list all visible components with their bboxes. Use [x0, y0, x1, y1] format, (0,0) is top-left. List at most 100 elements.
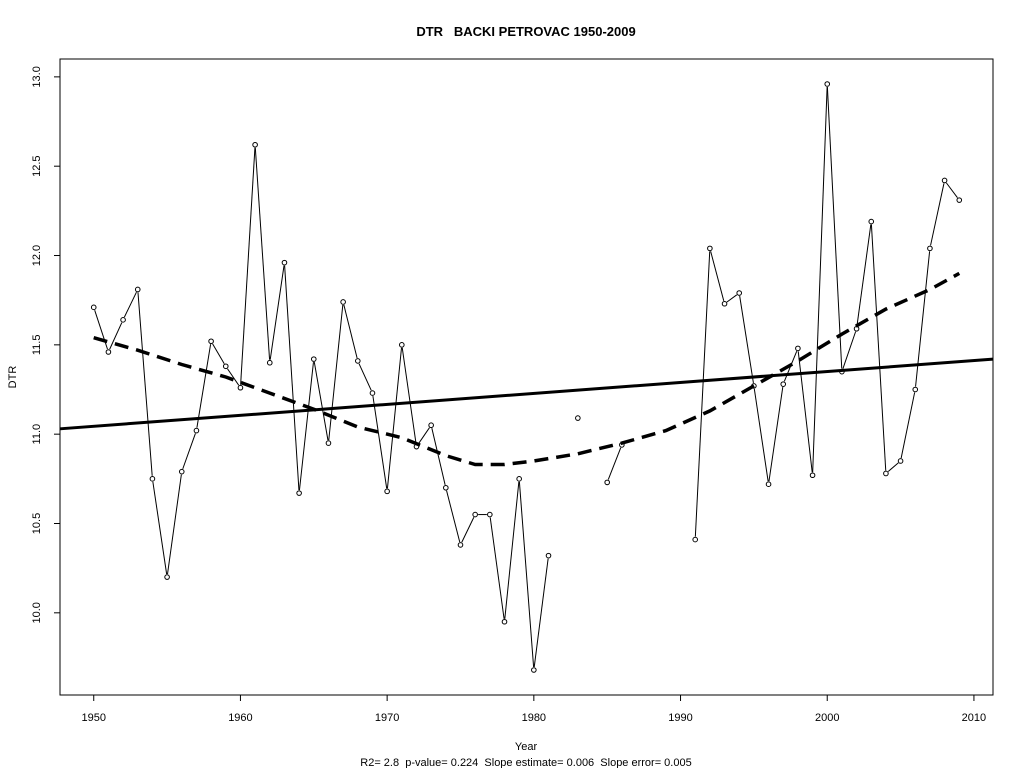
series-segment [358, 363, 372, 391]
data-point [457, 542, 464, 548]
data-point [531, 667, 537, 673]
data-point [369, 390, 376, 396]
x-tick-label: 2010 [962, 712, 986, 724]
data-point [281, 259, 288, 266]
series-segment [607, 447, 622, 480]
series-segment [446, 490, 461, 543]
data-point [956, 197, 963, 203]
data-point [164, 574, 170, 580]
data-point [707, 245, 713, 252]
data-point [443, 484, 449, 491]
series-segment [254, 147, 271, 360]
x-tick-label: 1990 [668, 712, 692, 724]
stats-footer: R2= 2.8 p-value= 0.224 Slope estimate= 0… [360, 757, 691, 768]
series-segment [386, 347, 403, 489]
data-point [487, 511, 493, 518]
series-segment [182, 433, 196, 470]
series-segment [431, 428, 446, 485]
y-tick-label: 12.0 [31, 245, 43, 266]
series-segment [227, 368, 240, 386]
series-segment [504, 481, 520, 619]
data-point [399, 342, 405, 348]
data-point [222, 363, 229, 370]
series-segment [489, 517, 505, 619]
chart-title: DTR BACKI PETROVAC 1950-2009 [416, 24, 635, 39]
series-segment [417, 427, 430, 445]
data-point [545, 552, 552, 559]
series-segment [726, 294, 738, 303]
series-segment [694, 251, 711, 537]
smooth-curve [93, 271, 961, 467]
series-segment [533, 558, 549, 668]
data-point [575, 415, 581, 421]
series-segment [518, 481, 535, 668]
plot-frame [59, 58, 994, 696]
data-point [252, 141, 258, 148]
data-point [340, 299, 346, 305]
plot-layer [59, 81, 994, 673]
data-point [912, 386, 919, 393]
data-point [354, 358, 361, 364]
y-tick-label: 13.0 [31, 66, 43, 87]
series-segment [797, 351, 813, 473]
series-segment [313, 362, 329, 441]
series-segment [710, 251, 725, 301]
series-segment [137, 292, 153, 476]
data-point [765, 481, 772, 487]
data-point [516, 476, 522, 482]
data-point [897, 458, 904, 464]
data-point [721, 300, 728, 307]
series-segment [768, 387, 784, 482]
x-tick-label: 1980 [522, 712, 546, 724]
series-segment [930, 183, 945, 246]
data-point [90, 304, 97, 311]
data-point [472, 511, 478, 518]
series-segment [372, 395, 388, 489]
series-segment [812, 86, 828, 473]
data-point [780, 381, 787, 387]
series-segment [269, 265, 285, 360]
data-point [384, 488, 390, 495]
series-segment [284, 265, 300, 491]
data-point [266, 359, 273, 366]
series-segment [461, 517, 475, 543]
series-segment [739, 295, 754, 384]
trend-line [59, 357, 994, 431]
x-tick-label: 2000 [815, 712, 839, 724]
data-point [692, 536, 699, 543]
data-point [310, 356, 317, 362]
data-point [105, 349, 112, 355]
series-segment [152, 481, 168, 575]
data-point [296, 490, 302, 496]
data-point [868, 218, 875, 225]
data-point [134, 286, 141, 293]
series-segment [401, 347, 417, 444]
x-tick-label: 1970 [375, 712, 399, 724]
data-point [604, 479, 610, 486]
data-point [428, 422, 434, 429]
y-tick-label: 10.5 [31, 513, 43, 534]
x-axis-label: Year [515, 741, 538, 753]
series-segment [842, 331, 857, 369]
data-point [824, 81, 831, 87]
series-segment [945, 182, 958, 199]
y-axis-label: DTR [7, 366, 19, 389]
series-segment [826, 86, 843, 369]
data-point [325, 440, 332, 446]
data-point [809, 472, 816, 479]
y-tick-label: 11.0 [31, 424, 43, 445]
series-segment [167, 474, 182, 575]
series-segment [196, 344, 212, 428]
series-segment [887, 462, 899, 472]
series-segment [870, 224, 887, 471]
x-tick-label: 1950 [81, 712, 105, 724]
series-segment [343, 304, 358, 359]
x-tick-label: 1960 [228, 712, 252, 724]
y-tick-label: 11.5 [31, 335, 43, 356]
data-point [736, 290, 743, 296]
series-segment [109, 322, 123, 350]
series-segment [900, 392, 916, 459]
series-segment [94, 310, 108, 350]
series-segment [856, 224, 872, 326]
